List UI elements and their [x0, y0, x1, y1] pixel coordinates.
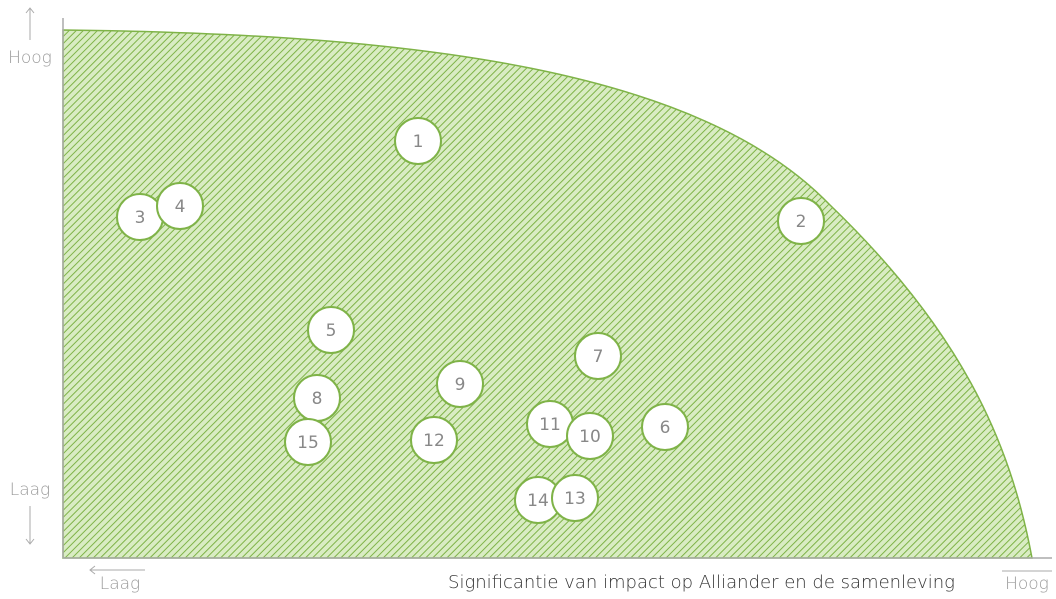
- node-label: 1: [413, 132, 424, 152]
- node-label: 9: [455, 375, 466, 395]
- node-label: 3: [135, 208, 146, 228]
- node-label: 4: [175, 197, 186, 217]
- node-label: 13: [564, 489, 586, 509]
- node-label: 11: [539, 415, 561, 435]
- node-label: 7: [593, 347, 604, 367]
- node-label: 14: [527, 491, 549, 511]
- node: [574, 332, 622, 380]
- y-low: Laag: [10, 480, 51, 500]
- node: [156, 182, 204, 230]
- node: [566, 412, 614, 460]
- node-label: 8: [312, 389, 323, 409]
- node-label: 15: [297, 433, 319, 453]
- node-label: 2: [796, 212, 807, 232]
- node: [307, 306, 355, 354]
- y-arrows: [25, 7, 1052, 575]
- node: [551, 474, 599, 522]
- node-label: 6: [660, 418, 671, 438]
- node-label: 5: [326, 321, 337, 341]
- node: [410, 416, 458, 464]
- node: [777, 197, 825, 245]
- node: [284, 418, 332, 466]
- node-label: 10: [579, 427, 601, 447]
- node: [394, 117, 442, 165]
- y-high: Hoog: [8, 48, 52, 68]
- x-high: Hoog: [1005, 574, 1049, 594]
- node: [436, 360, 484, 408]
- node-label: 12: [423, 431, 445, 451]
- x-label: Significantie van impact op Alliander en…: [448, 572, 955, 593]
- x-low: Laag: [100, 574, 141, 594]
- node: [641, 403, 689, 451]
